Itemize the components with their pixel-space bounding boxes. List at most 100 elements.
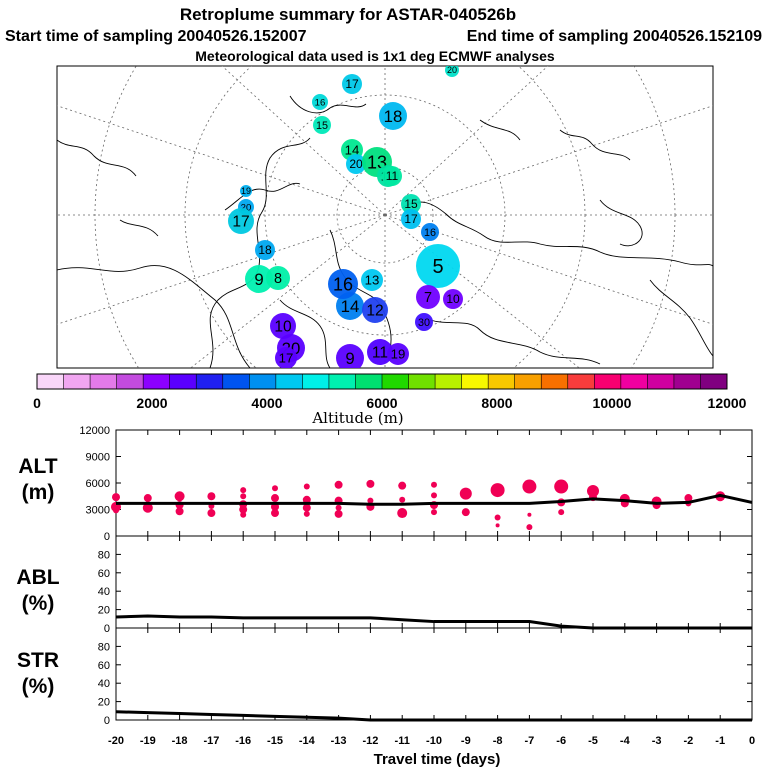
plume-cluster-label: 20 <box>447 65 457 75</box>
x-tick-label: -17 <box>203 735 219 747</box>
plume-cluster-label: 18 <box>384 107 403 126</box>
colorbar-cell <box>647 374 675 389</box>
plume-cluster: 15 <box>313 116 331 134</box>
plume-cluster-circle <box>342 74 362 94</box>
x-tick-label: -7 <box>525 735 535 747</box>
y-tick-label: 3000 <box>86 505 110 517</box>
y-tick-label: 9000 <box>86 452 110 464</box>
x-tick-label: -13 <box>331 735 347 747</box>
y-tick-label: 12000 <box>79 425 110 437</box>
colorbar-tick-label: 8000 <box>481 395 512 411</box>
plume-cluster: 9 <box>336 344 364 368</box>
plume-cluster-label: 19 <box>241 186 251 196</box>
str-plot-layer: 0 20 40 60 80 <box>98 628 753 727</box>
colorbar-cell <box>408 374 436 389</box>
alt-data-point <box>431 481 437 488</box>
plume-cluster-circle <box>379 102 407 130</box>
plume-cluster: 11 <box>382 166 402 186</box>
plume-cluster-label: 13 <box>365 273 380 288</box>
alt-data-point <box>558 509 565 516</box>
colorbar-cell <box>116 374 144 389</box>
colorbar-cell <box>143 374 171 389</box>
plume-cluster: 17 <box>342 74 362 94</box>
colorbar-tick-label: 4000 <box>251 395 282 411</box>
plume-cluster: 7 <box>416 285 440 309</box>
colorbar-cell <box>63 374 91 389</box>
y-tick-label: 40 <box>98 678 110 690</box>
plume-cluster-label: 10 <box>274 318 292 335</box>
x-tick-label: -16 <box>235 735 251 747</box>
plume-cluster-label: 18 <box>258 243 272 257</box>
plume-cluster-label: 16 <box>315 97 326 108</box>
x-tick-label: -19 <box>140 735 156 747</box>
alt-data-point <box>271 509 279 518</box>
str-panel: STR (%) 0 20 40 60 80 <box>17 627 753 727</box>
colorbar-tick-label: 6000 <box>366 395 397 411</box>
str-axis-unit: (%) <box>22 675 55 698</box>
plume-cluster-circle <box>240 185 252 197</box>
colorbar-tick-label: 0 <box>33 395 41 411</box>
x-axis-label: Travel time (days) <box>374 751 501 768</box>
alt-data-point <box>334 480 343 489</box>
plume-cluster-label: 12 <box>366 302 383 319</box>
y-tick-label: 0 <box>104 715 110 727</box>
colorbar-cell <box>275 374 303 389</box>
plume-cluster: 16 <box>328 269 358 299</box>
alt-data-point <box>461 508 470 517</box>
alt-data-point <box>459 487 472 500</box>
alt-data-point <box>302 495 311 504</box>
y-tick-label: 60 <box>98 660 110 672</box>
plume-cluster: 11 <box>367 339 393 365</box>
alt-data-point <box>272 485 278 492</box>
alt-axis-label: ALT <box>18 455 57 478</box>
y-tick-label: 60 <box>98 568 110 580</box>
plume-cluster-circle <box>266 266 290 290</box>
plume-cluster: 17 <box>275 347 297 368</box>
alt-data-point <box>490 483 505 498</box>
alt-data-point <box>207 492 216 501</box>
plume-cluster-circle <box>245 265 273 293</box>
plume-cluster-circle <box>361 269 383 291</box>
plume-cluster: 10 <box>443 289 463 309</box>
colorbar-cell <box>514 374 542 389</box>
y-tick-label: 0 <box>104 623 110 635</box>
colorbar-cell <box>302 374 330 389</box>
plume-cluster-label: 8 <box>274 271 282 287</box>
plume-cluster-circle <box>401 194 421 214</box>
alt-data-point <box>240 511 247 518</box>
plume-cluster-label: 19 <box>391 347 406 362</box>
colorbar-cell <box>435 374 463 389</box>
plume-cluster: 20 <box>346 154 366 174</box>
met-data-label: Meteorological data used is 1x1 deg ECMW… <box>195 48 555 64</box>
plume-cluster-label: 7 <box>424 290 432 306</box>
colorbar-cell <box>620 374 648 389</box>
plume-cluster-circle <box>228 208 254 234</box>
alt-data-point <box>587 484 599 497</box>
plume-cluster: 15 <box>401 194 421 214</box>
plume-cluster-label: 14 <box>345 143 360 158</box>
alt-data-point <box>143 494 152 503</box>
colorbar-cell <box>382 374 410 389</box>
plume-cluster-label: 5 <box>432 256 443 278</box>
plume-cluster-circle <box>445 66 459 77</box>
plume-cluster-circle <box>362 297 388 323</box>
colorbar-tick-label: 10000 <box>593 395 632 411</box>
plume-cluster-circle <box>382 166 402 186</box>
trajectory-map: 2017161518142013121119201715171618985710… <box>56 65 714 369</box>
x-tick-label: -18 <box>172 735 188 747</box>
alt-data-point <box>113 507 119 514</box>
alt-data-point <box>522 479 537 494</box>
end-time-label: End time of sampling 20040526.152109 <box>467 28 762 45</box>
x-tick-label: -5 <box>588 735 598 747</box>
alt-data-point <box>175 507 184 516</box>
abl-axis-label: ABL <box>16 566 59 589</box>
y-tick-label: 20 <box>98 697 110 709</box>
plume-cluster-circle <box>416 244 460 288</box>
colorbar-tick-label: 12000 <box>708 395 747 411</box>
alt-data-point <box>240 493 247 500</box>
colorbar-cell <box>488 374 516 389</box>
x-tick-label: -1 <box>715 735 725 747</box>
plume-cluster-circle <box>421 223 439 241</box>
plume-cluster-label: 17 <box>232 213 249 230</box>
